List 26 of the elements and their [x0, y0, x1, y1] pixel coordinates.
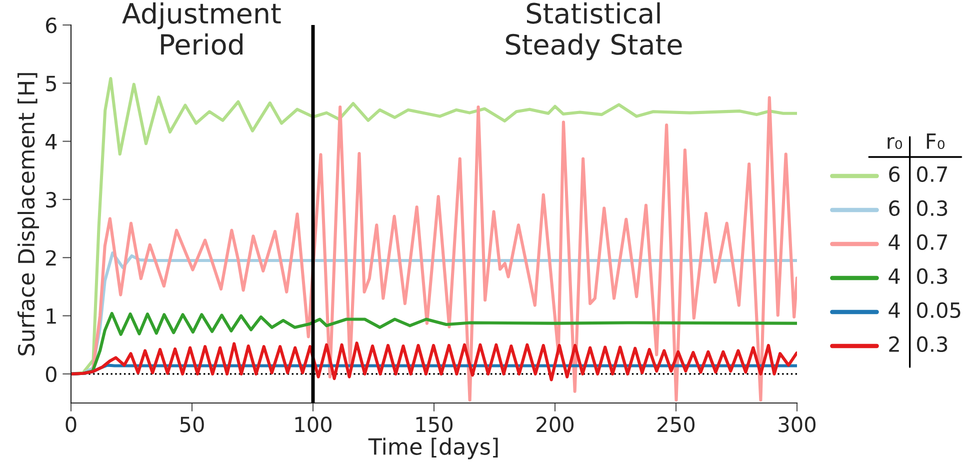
y-tick-label: 3 — [46, 192, 56, 208]
y-tick-label: 5 — [46, 76, 56, 92]
y-tick-label: 0 — [46, 366, 56, 382]
annotation: Adjustment Period — [122, 2, 281, 55]
legend-label: 4 0.05 — [888, 302, 960, 318]
x-tick-label: 150 — [416, 416, 452, 432]
annotation: Statistical Steady State — [506, 2, 682, 60]
y-tick-label: 1 — [46, 308, 56, 324]
x-tick-label: 300 — [778, 416, 816, 432]
y-tick-label: 2 — [46, 250, 56, 266]
legend-label: 6 0.3 — [889, 200, 948, 216]
x-tick-label: 250 — [658, 416, 694, 432]
y-tick-label: 4 — [46, 134, 57, 150]
y-tick-label: 6 — [46, 17, 56, 34]
legend-label: 4 0.3 — [888, 268, 948, 284]
x-tick-label: 50 — [180, 416, 204, 432]
x-tick-label: 200 — [536, 416, 574, 432]
x-tick-label: 0 — [66, 416, 76, 432]
legend-label: 4 0.7 — [888, 234, 948, 250]
legend-label: 6 0.7 — [889, 166, 948, 182]
legend-title: r₀ F₀ — [888, 134, 945, 149]
line-series — [71, 342, 797, 382]
legend-label: 2 0.3 — [889, 336, 948, 352]
x-axis-title: Time [days] — [368, 438, 498, 460]
x-tick-label: 100 — [295, 416, 332, 432]
y-axis-title: Surface Displacement [H] — [17, 73, 39, 356]
